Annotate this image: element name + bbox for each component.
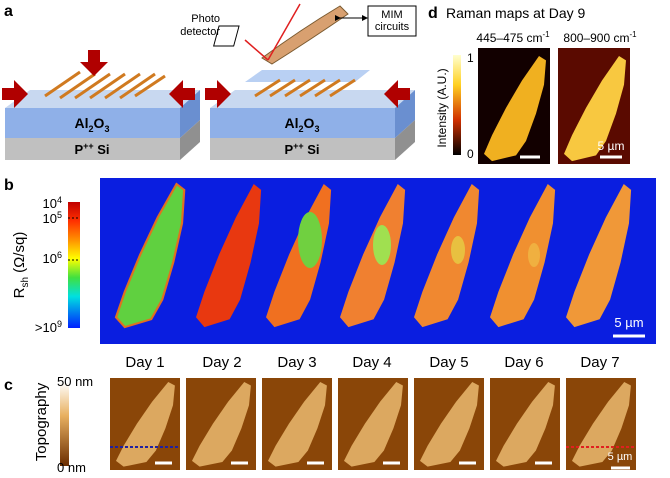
silicon-layer [5,138,180,160]
panel-label: b [4,177,14,194]
flake-region [451,236,465,264]
colorbar [60,382,69,466]
day-label: Day 1 [125,354,164,371]
arrow [80,50,108,76]
silicon-layer [210,138,395,160]
oxide-label: Al2O3 [75,115,110,134]
arrow [169,80,195,108]
map-label: 445–475 cm-1 [476,30,550,45]
colorbar-title: Intensity (A.U.) [435,68,449,147]
scale-label: 5 µm [608,451,633,463]
colorbar-tick-label: 106 [43,250,62,266]
oxide-top [5,90,200,108]
colorbar-max: 50 nm [57,374,93,389]
day-label: Day 3 [277,354,316,371]
day-label: Day 6 [504,354,543,371]
day-label: Day 7 [580,354,619,371]
day-labels: Day 1 Day 2 Day 3 Day 4 Day 5 Day 6 Day … [125,354,619,371]
device-right: MIM circuits Photo detector Al2O3 P++ Si [180,3,417,160]
day-label: Day 2 [202,354,241,371]
scale-label: 5 µm [614,315,643,330]
colorbar-max: 1 [467,51,474,65]
oxide-top [210,90,415,108]
oxide-side [180,90,200,138]
nanoribbons [254,78,356,98]
silicon-side [180,120,200,160]
flake-region [373,225,391,265]
colorbar-tick-label: 104 [43,195,62,211]
flake-region [298,212,322,268]
laser-beam [267,3,301,61]
colorbar [68,202,80,328]
oxide-side [395,90,415,138]
arrow [2,80,28,108]
silicon-label: P++ Si [284,141,319,157]
arrow [205,80,231,108]
colorbar-title: Topography [33,382,50,461]
silicon-side [395,120,415,160]
device-left: Al2O3 P++ Si [2,50,200,160]
oxide-label: Al2O3 [285,115,320,134]
panel-label: c [4,377,13,394]
cap-layer [245,70,370,82]
day-label: Day 4 [352,354,391,371]
map-label: 800–900 cm-1 [563,30,637,45]
oxide-layer [5,108,180,138]
colorbar-tick-label: 105 [43,210,62,226]
oxide-layer [210,108,395,138]
mim-box [367,5,417,37]
panel-label: d [428,5,438,22]
colorbar-title: Rsh (Ω/sq) [11,232,31,299]
topography-maps: 5 µm [110,378,636,470]
colorbar [453,55,461,155]
probe [261,5,349,65]
scale-label: 5 µm [598,139,625,153]
arrow [384,80,410,108]
silicon-label: P++ Si [74,141,109,157]
mim-label: MIM circuits [375,9,410,33]
day-label: Day 5 [429,354,468,371]
colorbar-min: 0 nm [57,460,86,475]
nanoribbons [44,70,166,100]
raman-title: Raman maps at Day 9 [446,5,585,21]
colorbar-tick-label: >109 [35,319,62,335]
laser-beam [244,39,269,61]
colorbar-min: 0 [467,147,474,161]
photodetector-icon [213,25,240,47]
flake-region [528,243,540,267]
photodetector-label: Photo detector [180,13,220,38]
panel-label: a [4,3,13,20]
